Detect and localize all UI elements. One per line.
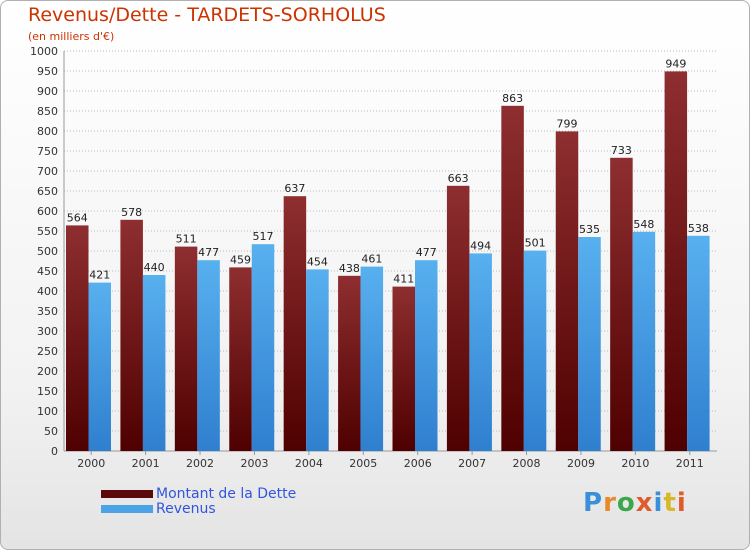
chart-title: Revenus/Dette - TARDETS-SORHOLUS xyxy=(28,4,386,26)
legend-label-dette: Montant de la Dette xyxy=(156,486,297,502)
bar-revenus xyxy=(142,275,166,451)
x-tick-label: 2010 xyxy=(621,457,649,470)
bar-dette xyxy=(664,71,688,452)
logo-letter: t xyxy=(663,488,677,518)
bar-revenus xyxy=(251,244,275,451)
x-tick-label: 2000 xyxy=(77,457,105,470)
chart-subtitle: (en milliers d'€) xyxy=(28,30,115,43)
logo-letter: i xyxy=(676,488,687,518)
bar-revenus xyxy=(578,237,601,451)
data-label-revenus: 494 xyxy=(470,239,491,252)
bar-revenus xyxy=(360,266,384,451)
bar-revenus xyxy=(523,250,547,451)
bar-dette xyxy=(555,131,579,451)
data-label-dette: 863 xyxy=(502,92,523,105)
data-label-dette: 578 xyxy=(121,206,142,219)
data-label-revenus: 477 xyxy=(416,246,437,259)
x-tick-label: 2009 xyxy=(567,457,595,470)
x-tick-label: 2006 xyxy=(404,457,432,470)
data-label-revenus: 535 xyxy=(579,223,600,236)
legend-label-revenus: Revenus xyxy=(156,501,216,517)
bar-revenus xyxy=(415,260,438,451)
y-tick-label: 200 xyxy=(37,365,58,378)
y-tick-label: 650 xyxy=(37,185,58,198)
y-tick-label: 150 xyxy=(37,385,58,398)
bar-dette xyxy=(446,185,470,452)
bar-dette xyxy=(120,219,143,451)
logo-letter: x xyxy=(635,488,654,518)
bar-revenus xyxy=(469,253,492,451)
bar-revenus xyxy=(88,282,111,451)
data-label-revenus: 461 xyxy=(361,253,382,266)
proxiti-logo: Proxiti xyxy=(583,488,687,518)
y-tick-label: 700 xyxy=(37,165,58,178)
x-tick-label: 2007 xyxy=(458,457,486,470)
x-tick-label: 2005 xyxy=(349,457,377,470)
data-label-dette: 949 xyxy=(665,57,686,70)
x-tick-label: 2002 xyxy=(186,457,214,470)
legend-item-dette: Montant de la Dette xyxy=(101,486,297,502)
y-tick-label: 900 xyxy=(37,85,58,98)
data-label-dette: 511 xyxy=(176,233,197,246)
x-tick-label: 2011 xyxy=(676,457,704,470)
data-label-revenus: 517 xyxy=(253,230,274,243)
logo-letter: r xyxy=(603,488,617,518)
y-tick-label: 0 xyxy=(51,445,58,458)
y-tick-label: 850 xyxy=(37,105,58,118)
bar-dette xyxy=(392,286,415,451)
x-tick-label: 2008 xyxy=(513,457,541,470)
y-tick-label: 100 xyxy=(37,405,58,418)
y-tick-label: 750 xyxy=(37,145,58,158)
data-label-revenus: 538 xyxy=(688,222,709,235)
y-tick-label: 600 xyxy=(37,205,58,218)
x-tick-label: 2001 xyxy=(132,457,160,470)
data-label-dette: 733 xyxy=(611,144,632,157)
x-tick-label: 2004 xyxy=(295,457,323,470)
logo-letter: P xyxy=(583,488,604,518)
legend-swatch-dette xyxy=(101,490,153,498)
y-tick-label: 800 xyxy=(37,125,58,138)
bar-revenus xyxy=(632,231,656,451)
data-label-revenus: 548 xyxy=(633,218,654,231)
bar-dette xyxy=(338,275,361,451)
data-label-revenus: 477 xyxy=(198,246,219,259)
data-label-revenus: 501 xyxy=(525,237,546,250)
bar-dette xyxy=(501,105,524,452)
logo-letter: i xyxy=(653,488,664,518)
bar-dette xyxy=(66,225,89,451)
data-label-revenus: 454 xyxy=(307,255,328,268)
y-tick-label: 950 xyxy=(37,65,58,78)
legend-swatch-revenus xyxy=(101,505,153,513)
y-tick-label: 400 xyxy=(37,285,58,298)
y-tick-label: 550 xyxy=(37,225,58,238)
data-label-dette: 663 xyxy=(448,172,469,185)
y-tick-label: 450 xyxy=(37,265,58,278)
y-tick-label: 1000 xyxy=(30,45,58,58)
y-tick-label: 300 xyxy=(37,325,58,338)
bar-dette xyxy=(283,196,307,451)
logo-letter: o xyxy=(616,488,636,518)
bar-dette xyxy=(610,157,633,452)
bar-revenus xyxy=(687,235,710,451)
y-tick-label: 350 xyxy=(37,305,58,318)
data-label-dette: 799 xyxy=(557,117,578,130)
data-label-dette: 637 xyxy=(284,182,305,195)
bar-dette xyxy=(229,267,252,451)
bar-revenus xyxy=(306,269,329,451)
bar-revenus xyxy=(197,260,220,451)
data-label-dette: 459 xyxy=(230,253,251,266)
data-label-dette: 438 xyxy=(339,262,360,275)
y-tick-label: 250 xyxy=(37,345,58,358)
bar-dette xyxy=(174,246,198,451)
x-tick-label: 2003 xyxy=(240,457,268,470)
y-tick-label: 50 xyxy=(44,425,58,438)
data-label-dette: 411 xyxy=(393,273,414,286)
legend-item-revenus: Revenus xyxy=(101,501,216,517)
data-label-revenus: 421 xyxy=(89,269,110,282)
data-label-dette: 564 xyxy=(67,211,88,224)
data-label-revenus: 440 xyxy=(144,261,165,274)
y-tick-label: 500 xyxy=(37,245,58,258)
